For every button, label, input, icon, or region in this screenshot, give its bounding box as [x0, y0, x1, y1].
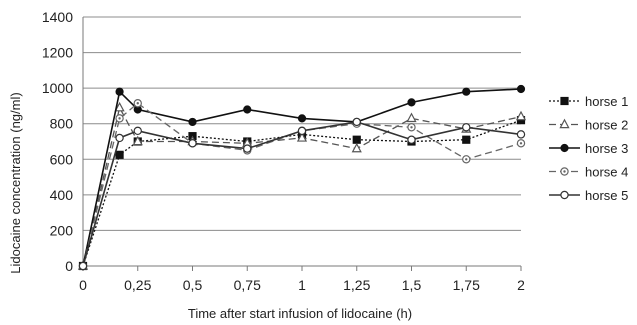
data-point-s2-2: [132, 135, 143, 146]
data-point-s5-7: [407, 135, 416, 144]
data-point-s3-7: [407, 98, 416, 107]
chart-axes: [82, 17, 522, 271]
data-point-s5-8: [462, 123, 471, 132]
x-tick-label-2: 0,5: [183, 277, 203, 293]
series-line-1: [82, 119, 522, 267]
data-point-s5-5: [297, 126, 307, 136]
y-tick-label-200: 200: [50, 222, 74, 238]
series-5: [78, 117, 526, 271]
x-tick-label-3: 0,75: [234, 277, 261, 293]
y-tick-label-600: 600: [50, 151, 74, 167]
x-tick-label-0: 0: [79, 277, 87, 293]
data-point-s4-8-center: [465, 158, 468, 161]
series-4: [78, 99, 526, 271]
legend-label-2: horse 2: [585, 118, 628, 133]
y-tick-label-800: 800: [50, 116, 74, 132]
data-point-s5-0: [78, 261, 88, 271]
data-point-s4-1-center: [118, 117, 121, 120]
data-point-s3-8: [462, 87, 471, 96]
data-point-s2-9: [515, 110, 527, 121]
series-line-3: [82, 88, 522, 267]
data-point-s5-9: [516, 130, 526, 139]
x-tick-label-4: 1: [298, 277, 306, 293]
chart-legend: horse 1 horse 2 horse 3 horse 4 horse 5: [549, 94, 628, 203]
x-tick-label-1: 0,25: [124, 277, 151, 293]
data-point-s3-1: [115, 87, 124, 96]
data-point-s3-4: [243, 105, 252, 114]
legend-label-4: horse 4: [585, 165, 628, 180]
legend-item-2: horse 2: [549, 118, 628, 133]
x-tick-label-8: 2: [517, 277, 525, 293]
data-point-s5-4: [243, 144, 252, 153]
data-point-s2-5: [296, 132, 308, 142]
series-line-4: [82, 102, 522, 267]
legend-item-5: horse 5: [549, 188, 628, 203]
data-point-s5-3: [188, 139, 197, 148]
legend-item-1: horse 1: [549, 94, 628, 109]
x-tick-label-6: 1,5: [402, 277, 422, 293]
legend-marker-4-center: [563, 170, 566, 173]
data-point-s5-2: [133, 126, 142, 136]
y-tick-label-400: 400: [50, 187, 74, 203]
y-tick-label-1200: 1200: [42, 45, 73, 61]
data-point-s2-6: [351, 142, 362, 153]
data-point-s1-1: [115, 150, 124, 159]
data-point-s4-9-center: [519, 142, 523, 145]
chart-gridlines: [83, 16, 521, 231]
legend-marker-2: [559, 118, 570, 129]
data-point-s2-7: [406, 112, 417, 123]
data-point-s1-6: [352, 135, 361, 144]
legend-label-3: horse 3: [585, 141, 628, 156]
y-tick-label-1400: 1400: [42, 9, 73, 25]
x-axis-tick-labels: 0 0,25 0,5 0,75 1 1,25 1,5 1,75 2: [79, 277, 525, 293]
data-point-s3-9: [516, 84, 526, 94]
y-axis-title: Lidocaine concentration (ng/ml): [8, 92, 23, 273]
legend-label-5: horse 5: [585, 188, 628, 203]
x-tick-label-5: 1,25: [343, 277, 370, 293]
legend-item-3: horse 3: [549, 141, 628, 156]
chart-series: [77, 84, 527, 271]
data-point-s5-1: [115, 133, 124, 143]
y-tick-label-1000: 1000: [42, 80, 73, 96]
y-tick-label-0: 0: [65, 258, 73, 274]
data-point-s3-5: [297, 114, 307, 123]
series-line-2: [82, 105, 522, 267]
data-point-s4-2-center: [136, 102, 139, 105]
y-axis-tick-labels: 0 200 400 600 800 1000 1200 1400: [42, 9, 73, 274]
series-line-5: [82, 121, 522, 267]
data-point-s4-7-center: [410, 126, 413, 129]
data-point-s3-3: [188, 117, 197, 127]
data-point-s2-1: [114, 101, 125, 112]
x-tick-label-7: 1,75: [453, 277, 480, 293]
legend-marker-1: [560, 96, 569, 106]
data-point-s1-8: [462, 135, 471, 144]
legend-marker-5: [560, 190, 569, 200]
legend-marker-3: [560, 143, 569, 153]
data-point-s5-6: [352, 117, 361, 127]
legend-item-4: horse 4: [549, 165, 628, 180]
legend-label-1: horse 1: [585, 94, 628, 109]
series-3: [78, 84, 526, 271]
x-axis-title: Time after start infusion of lidocaine (…: [188, 306, 412, 321]
